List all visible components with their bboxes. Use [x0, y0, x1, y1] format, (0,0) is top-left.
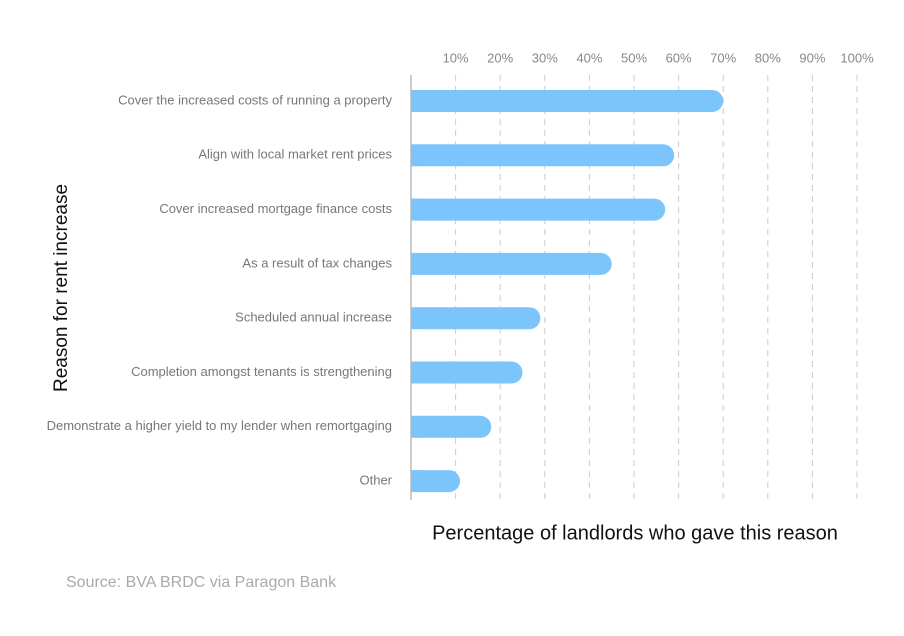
x-tick-label: 90% — [799, 50, 825, 65]
bar-base — [411, 198, 422, 221]
y-tick-label: Cover increased mortgage finance costs — [159, 201, 392, 216]
x-tick-label: 50% — [621, 50, 647, 65]
x-tick-label: 60% — [666, 50, 692, 65]
y-tick-label: Other — [359, 473, 392, 488]
y-axis-title: Reason for rent increase — [51, 184, 72, 392]
x-tick-label: 10% — [443, 50, 469, 65]
x-tick-label: 80% — [755, 50, 781, 65]
y-tick-label: Completion amongst tenants is strengthen… — [131, 364, 392, 379]
bar — [411, 361, 523, 384]
x-tick-label: 40% — [576, 50, 602, 65]
source-note: Source: BVA BRDC via Paragon Bank — [66, 574, 337, 591]
x-tick-label: 20% — [487, 50, 513, 65]
x-tick-label: 100% — [840, 50, 874, 65]
x-axis-title: Percentage of landlords who gave this re… — [432, 522, 838, 544]
bar — [411, 144, 675, 167]
bar — [411, 90, 724, 112]
y-tick-label: As a result of tax changes — [242, 255, 392, 270]
y-tick-label: Demonstrate a higher yield to my lender … — [47, 418, 392, 433]
bar-base — [411, 470, 422, 493]
bar-base — [411, 361, 422, 384]
x-tick-label: 30% — [532, 50, 558, 65]
bar — [411, 198, 666, 221]
bar-base — [411, 415, 422, 438]
bar-base — [411, 307, 422, 330]
y-tick-label: Align with local market rent prices — [198, 147, 392, 162]
bar — [411, 307, 541, 330]
y-tick-label: Cover the increased costs of running a p… — [118, 92, 392, 107]
bar — [411, 470, 461, 493]
x-tick-label: 70% — [710, 50, 736, 65]
bar-base — [411, 144, 422, 167]
bar-base — [411, 90, 422, 112]
bar-base — [411, 252, 422, 275]
bar — [411, 252, 612, 275]
bar — [411, 415, 492, 438]
y-tick-label: Scheduled annual increase — [235, 310, 392, 325]
